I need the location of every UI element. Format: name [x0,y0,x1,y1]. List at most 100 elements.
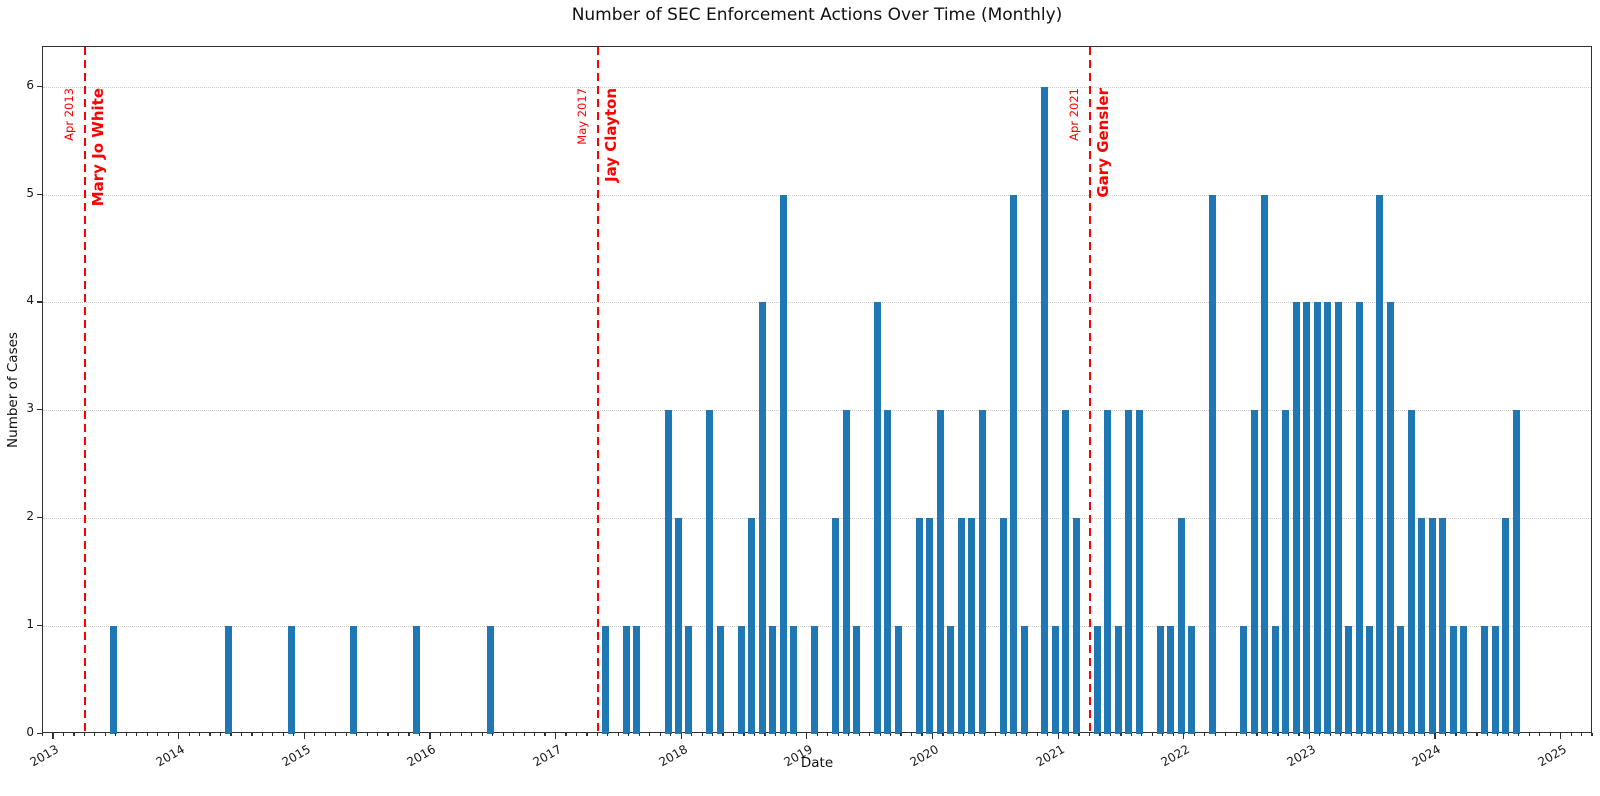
bar [1292,302,1300,734]
x-minor-tick-mark [712,733,714,736]
x-minor-tick-mark [293,733,295,736]
bar [1093,626,1101,734]
bar [1188,626,1196,734]
x-minor-tick-mark [1486,733,1488,736]
y-tick-label: 2 [26,509,34,524]
x-minor-tick-mark [659,733,661,736]
x-minor-tick-mark [1225,733,1227,736]
y-tick-label: 0 [26,725,34,739]
x-minor-tick-mark [1371,733,1373,736]
bar [1303,302,1311,734]
x-minor-tick-mark [753,733,756,736]
bar [622,626,630,734]
bar [1313,302,1321,734]
bar [664,410,672,734]
x-minor-tick-mark [1539,733,1541,736]
y-tick-mark [37,517,42,519]
x-minor-tick-mark [1245,733,1248,736]
x-tick-mark [303,733,305,739]
bar [1104,410,1112,734]
y-tick-label: 1 [26,617,34,632]
bar [1062,410,1070,734]
x-minor-tick-mark [157,733,159,736]
x-tick-mark [931,733,934,739]
x-minor-tick-mark [1235,733,1237,736]
x-minor-tick-mark [1329,733,1331,736]
x-tick-mark [1560,733,1562,739]
bar [1010,194,1018,734]
x-minor-tick-mark [324,733,326,736]
x-minor-tick-mark [1067,733,1070,736]
bar [947,626,955,734]
x-tick-mark [806,733,808,739]
bar [1502,518,1510,734]
x-minor-tick-mark [418,733,421,736]
x-minor-tick-mark [764,733,766,736]
x-minor-tick-mark [450,733,452,736]
x-minor-tick-mark [1476,733,1478,736]
bar [685,626,693,734]
bar [1324,302,1332,734]
x-minor-tick-mark [1204,733,1206,736]
bar [1208,194,1216,734]
gridline [43,302,1591,304]
bar [1125,410,1133,734]
x-minor-tick-mark [596,733,599,736]
x-minor-tick-mark [167,733,169,736]
x-minor-tick-mark [1130,733,1132,736]
y-tick-mark [37,85,42,87]
x-minor-tick-mark [471,733,473,736]
x-minor-tick-mark [617,733,619,736]
x-minor-tick-mark [1423,733,1426,736]
x-minor-tick-mark [314,733,316,736]
x-minor-tick-mark [1099,733,1101,736]
bar [915,518,923,734]
x-minor-tick-mark [1277,733,1279,736]
x-minor-tick-mark [1172,733,1174,736]
x-minor-tick-mark [816,733,818,736]
x-tick-mark [1434,733,1436,739]
x-minor-tick-mark [366,733,368,736]
x-minor-tick-mark [335,733,337,736]
x-minor-tick-mark [1392,733,1394,736]
bar [1156,626,1164,734]
x-minor-tick-mark [481,733,483,736]
x-minor-tick-mark [356,733,358,736]
y-tick-mark [37,301,42,303]
bar [1491,626,1499,734]
bar [1072,518,1080,734]
x-minor-tick-mark [439,733,441,736]
x-minor-tick-mark [104,733,106,736]
x-minor-tick-mark [638,733,640,736]
bar [1449,626,1457,734]
bar [601,626,609,734]
bar [1376,194,1384,734]
bar [1051,626,1059,734]
x-minor-tick-mark [1549,733,1551,736]
bar [790,626,798,734]
x-minor-tick-mark [848,733,850,736]
x-minor-tick-mark [1088,733,1091,736]
x-minor-tick-mark [1455,733,1457,736]
x-tick-mark [1308,733,1310,739]
x-minor-tick-mark [963,733,965,736]
bar [1418,518,1426,734]
y-tick-mark [37,193,42,195]
y-tick-mark [37,733,42,735]
x-minor-tick-mark [251,733,253,736]
x-minor-tick-mark [1120,733,1122,736]
x-minor-tick-mark [942,733,944,736]
x-minor-tick-mark [1015,733,1017,736]
gridline [43,86,1591,88]
x-minor-tick-mark [1214,733,1216,736]
event-line [83,47,86,732]
x-minor-tick-mark [125,733,127,736]
x-minor-tick-mark [1413,733,1415,736]
x-minor-tick-mark [994,733,996,736]
bar [779,194,787,734]
bar [675,518,682,734]
x-tick-mark [52,733,54,739]
bar [413,626,421,734]
gridline [43,518,1591,520]
bar [1240,626,1248,734]
